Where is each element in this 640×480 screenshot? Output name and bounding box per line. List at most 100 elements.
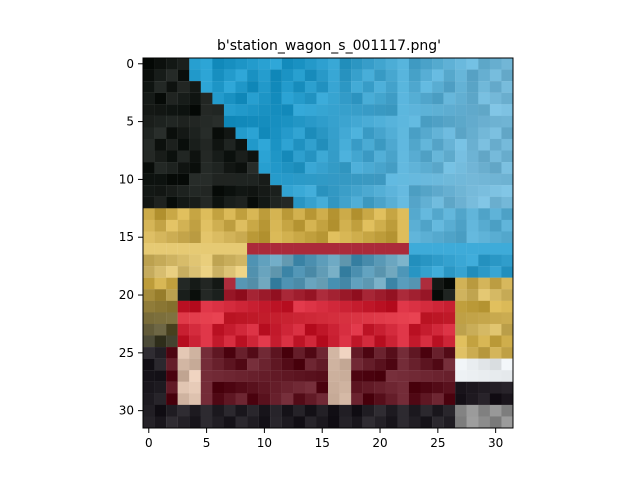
image-pixel: [189, 208, 201, 221]
image-pixel: [432, 127, 444, 140]
image-pixel: [351, 231, 363, 244]
pixel-image: [143, 58, 514, 429]
image-pixel: [408, 231, 421, 244]
image-pixel: [351, 81, 363, 93]
image-pixel: [200, 81, 213, 93]
image-pixel: [328, 185, 340, 197]
image-pixel: [166, 69, 178, 82]
image-pixel: [489, 219, 502, 232]
image-pixel: [362, 266, 375, 278]
image-pixel: [200, 312, 213, 325]
image-pixel: [489, 104, 502, 116]
image-pixel: [200, 115, 213, 128]
image-pixel: [466, 381, 479, 394]
image-pixel: [339, 404, 352, 417]
image-pixel: [143, 347, 155, 359]
image-pixel: [212, 254, 225, 267]
image-pixel: [351, 104, 363, 116]
image-pixel: [316, 162, 329, 174]
image-pixel: [143, 162, 155, 174]
image-pixel: [177, 69, 190, 82]
image-pixel: [212, 300, 225, 313]
image-pixel: [200, 219, 213, 232]
image-pixel: [420, 312, 433, 325]
y-tick-label: 15: [119, 230, 134, 244]
image-pixel: [478, 173, 491, 186]
image-pixel: [478, 393, 491, 406]
image-pixel: [420, 127, 433, 140]
image-pixel: [281, 335, 294, 348]
image-pixel: [408, 208, 421, 221]
image-pixel: [270, 381, 282, 394]
image-pixel: [351, 254, 363, 267]
image-pixel: [339, 312, 352, 325]
image-pixel: [328, 393, 340, 406]
image-pixel: [432, 219, 444, 232]
image-pixel: [455, 277, 467, 290]
image-pixel: [339, 219, 352, 232]
image-pixel: [478, 81, 491, 93]
image-pixel: [432, 185, 444, 197]
image-pixel: [420, 81, 433, 93]
image-pixel: [478, 138, 491, 151]
image-pixel: [189, 312, 201, 325]
image-pixel: [328, 196, 340, 209]
image-pixel: [304, 196, 317, 209]
image-pixel: [489, 347, 502, 359]
image-pixel: [362, 92, 375, 105]
image-pixel: [212, 416, 225, 429]
image-pixel: [258, 104, 271, 116]
image-pixel: [166, 115, 178, 128]
image-pixel: [258, 185, 271, 197]
image-pixel: [339, 370, 352, 382]
image-pixel: [432, 300, 444, 313]
image-pixel: [501, 208, 514, 221]
image-pixel: [432, 347, 444, 359]
image-pixel: [293, 416, 306, 429]
image-pixel: [455, 127, 467, 140]
image-pixel: [362, 162, 375, 174]
image-pixel: [316, 92, 329, 105]
image-pixel: [143, 266, 155, 278]
image-pixel: [200, 277, 213, 290]
image-pixel: [501, 162, 514, 174]
image-pixel: [316, 404, 329, 417]
image-pixel: [258, 115, 271, 128]
image-pixel: [200, 150, 213, 163]
image-pixel: [235, 185, 248, 197]
image-pixel: [385, 58, 398, 70]
image-pixel: [143, 127, 155, 140]
image-pixel: [408, 323, 421, 336]
image-pixel: [258, 358, 271, 371]
image-pixel: [177, 219, 190, 232]
image-pixel: [223, 404, 236, 417]
image-pixel: [443, 196, 456, 209]
image-pixel: [143, 358, 155, 371]
y-tick-label: 0: [126, 57, 134, 71]
image-pixel: [408, 254, 421, 267]
image-pixel: [143, 104, 155, 116]
image-pixel: [235, 196, 248, 209]
image-pixel: [362, 231, 375, 244]
image-pixel: [351, 323, 363, 336]
image-pixel: [258, 219, 271, 232]
image-pixel: [154, 231, 167, 244]
image-pixel: [212, 185, 225, 197]
image-pixel: [304, 347, 317, 359]
image-pixel: [258, 381, 271, 394]
image-pixel: [247, 416, 259, 429]
image-pixel: [455, 138, 467, 151]
image-pixel: [432, 381, 444, 394]
image-pixel: [281, 81, 294, 93]
image-pixel: [501, 127, 514, 140]
image-pixel: [432, 231, 444, 244]
image-pixel: [177, 312, 190, 325]
image-pixel: [397, 185, 410, 197]
image-pixel: [478, 208, 491, 221]
image-pixel: [432, 404, 444, 417]
image-pixel: [166, 393, 178, 406]
image-pixel: [247, 254, 259, 267]
image-pixel: [304, 358, 317, 371]
image-pixel: [143, 92, 155, 105]
image-pixel: [339, 81, 352, 93]
